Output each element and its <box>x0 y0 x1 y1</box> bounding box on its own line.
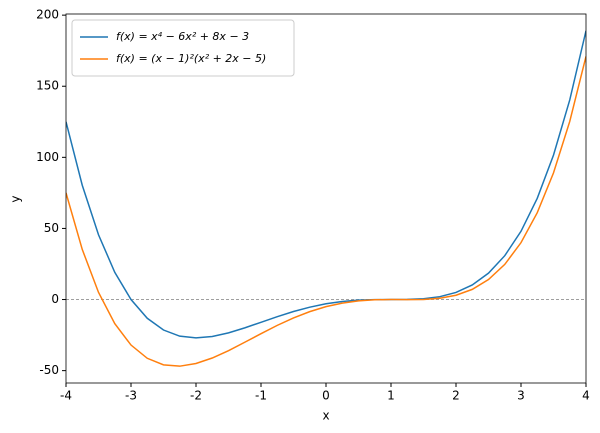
y-tick-label: 0 <box>51 292 59 306</box>
y-tick-label: 200 <box>36 8 59 22</box>
x-tick-label: 2 <box>452 389 460 403</box>
y-tick-label: 100 <box>36 150 59 164</box>
plot-frame <box>65 13 587 384</box>
y-axis-label: y <box>9 195 23 202</box>
legend-label: f(x) = x⁴ − 6x² + 8x − 3 <box>116 30 249 43</box>
legend: f(x) = x⁴ − 6x² + 8x − 3 f(x) = (x − 1)²(… <box>71 19 295 77</box>
x-tick-label: 4 <box>582 389 590 403</box>
x-axis-label: x <box>322 409 329 423</box>
y-tick-label: -50 <box>39 363 59 377</box>
legend-box <box>71 19 295 77</box>
x-tick-label: -4 <box>60 389 72 403</box>
x-tick-label: -2 <box>190 389 202 403</box>
series-line <box>66 30 586 339</box>
x-tick-label: 3 <box>517 389 525 403</box>
x-tick-label: -3 <box>125 389 137 403</box>
x-tick-label: 0 <box>322 389 330 403</box>
x-tick-label: -1 <box>255 389 267 403</box>
y-tick-label: 50 <box>44 221 59 235</box>
series-line <box>66 56 586 367</box>
y-tick-label: 150 <box>36 79 59 93</box>
legend-label: f(x) = (x − 1)²(x² + 2x − 5) <box>116 52 266 65</box>
x-tick-label: 1 <box>387 389 395 403</box>
